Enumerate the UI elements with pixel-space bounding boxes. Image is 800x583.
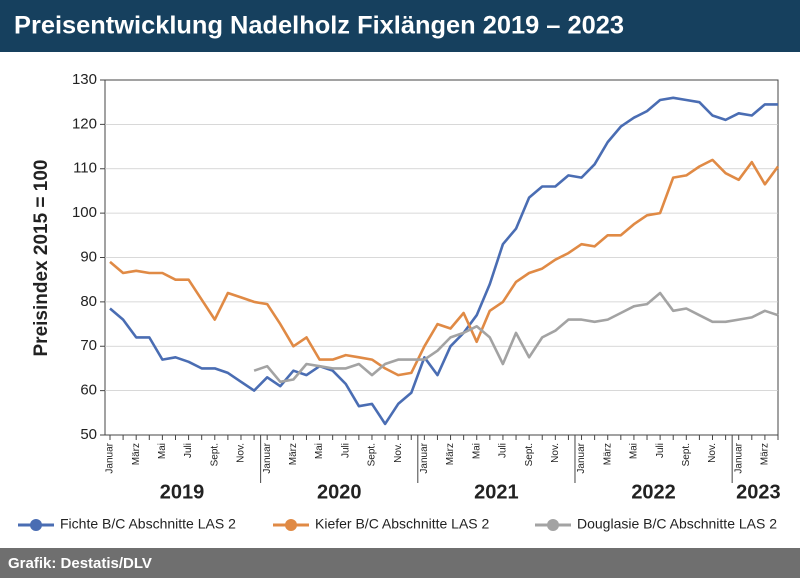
legend-marker	[547, 519, 559, 531]
x-tick-label: Januar	[733, 442, 744, 473]
year-label: 2022	[631, 481, 676, 503]
legend-label: Fichte B/C Abschnitte LAS 2	[60, 516, 236, 532]
y-tick-label: 60	[80, 382, 97, 399]
y-tick-label: 100	[72, 204, 97, 221]
x-tick-label: Nov.	[707, 443, 718, 463]
y-tick-label: 120	[72, 115, 97, 132]
x-tick-label: Mai	[157, 443, 168, 459]
y-tick-label: 110	[73, 160, 97, 177]
year-label: 2021	[474, 481, 519, 503]
x-tick-label: Januar	[419, 442, 430, 473]
x-tick-label: März	[131, 443, 142, 465]
x-tick-label: März	[288, 443, 299, 465]
legend-marker	[30, 519, 42, 531]
chart-title: Preisentwicklung Nadelholz Fixlängen 201…	[14, 12, 624, 40]
header-band	[0, 0, 800, 52]
x-tick-label: März	[445, 443, 456, 465]
y-tick-label: 50	[80, 426, 97, 443]
x-tick-label: Nov.	[550, 443, 561, 463]
x-tick-label: Sept.	[681, 443, 692, 466]
series-line	[253, 291, 779, 384]
y-tick-label: 80	[80, 293, 97, 310]
x-tick-label: Juli	[183, 443, 194, 458]
footer-band	[0, 548, 800, 578]
y-tick-label: 130	[72, 71, 97, 88]
x-tick-label: Mai	[471, 443, 482, 459]
x-tick-label: Sept.	[524, 443, 535, 466]
x-tick-label: Nov.	[236, 443, 247, 463]
x-tick-label: Sept.	[209, 443, 220, 466]
legend-label: Kiefer B/C Abschnitte LAS 2	[315, 516, 490, 532]
y-tick-label: 70	[80, 337, 97, 354]
x-tick-label: Sept.	[367, 443, 378, 466]
x-tick-label: Mai	[314, 443, 325, 459]
x-tick-label: Juli	[340, 443, 351, 458]
legend-marker	[285, 519, 297, 531]
x-tick-label: Juli	[498, 443, 509, 458]
y-axis-label: Preisindex 2015 = 100	[31, 159, 52, 356]
x-tick-label: Mai	[629, 443, 640, 459]
x-tick-label: Januar	[105, 442, 116, 473]
series-line	[109, 96, 778, 426]
source: Grafik: Destatis/DLV	[8, 555, 152, 572]
x-tick-label: Juli	[655, 443, 666, 458]
series-line	[109, 158, 780, 377]
x-tick-label: März	[602, 443, 613, 465]
year-label: 2023	[736, 481, 781, 503]
year-label: 2019	[160, 481, 205, 503]
x-tick-label: März	[760, 443, 771, 465]
y-tick-label: 90	[80, 248, 97, 265]
x-tick-label: Nov.	[393, 443, 404, 463]
year-label: 2020	[317, 481, 362, 503]
x-tick-label: Januar	[262, 442, 273, 473]
x-tick-label: Januar	[576, 442, 587, 473]
legend-label: Douglasie B/C Abschnitte LAS 2	[577, 516, 777, 532]
